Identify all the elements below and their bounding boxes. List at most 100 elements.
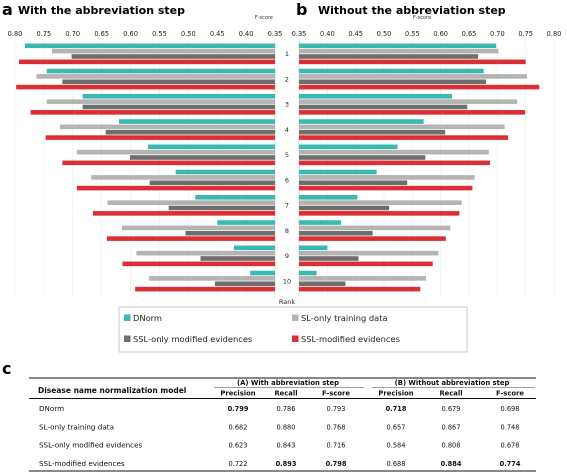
bar xyxy=(19,59,275,65)
bar xyxy=(149,180,275,186)
panel-a-axis-title: F-score xyxy=(255,15,273,21)
table-cell: 0.798 xyxy=(326,460,347,468)
panel-a-label: a xyxy=(2,0,13,19)
panel-b-title: Without the abbreviation step xyxy=(318,4,506,17)
table-column-header: Precision xyxy=(378,390,413,398)
tick-label: 0.35 xyxy=(292,30,307,38)
bar xyxy=(299,286,421,292)
tick-label: 0.50 xyxy=(377,30,392,38)
table-cell: 0.808 xyxy=(442,442,461,450)
bar xyxy=(299,169,377,175)
table-cell: 0.893 xyxy=(276,460,297,468)
bar xyxy=(299,43,497,49)
legend-swatch xyxy=(292,335,299,342)
legend-label: SSL-only modified evidences xyxy=(133,334,252,344)
bar xyxy=(147,144,275,150)
table-cell: 0.718 xyxy=(386,405,407,413)
bar xyxy=(82,104,275,110)
bar xyxy=(136,250,275,256)
table-group-header: (B) Without abbreviation step xyxy=(395,379,510,387)
bar xyxy=(299,74,527,79)
bar xyxy=(299,160,490,166)
table-row-name: SSL-only modified evidences xyxy=(39,441,143,450)
tick-label: 0.80 xyxy=(547,30,562,38)
table-cell: 0.774 xyxy=(500,460,521,468)
bar xyxy=(76,149,275,155)
bar xyxy=(16,84,276,90)
bar xyxy=(299,110,526,115)
bar xyxy=(299,119,424,124)
table-row-header: Disease name normalization model xyxy=(38,386,186,395)
tick-label: 0.40 xyxy=(239,30,254,38)
legend-label: SL-only training data xyxy=(301,313,388,323)
legend-label: DNorm xyxy=(133,313,162,323)
bar xyxy=(200,256,275,261)
panel-b-label: b xyxy=(296,0,307,19)
bar xyxy=(299,48,499,54)
bar xyxy=(119,119,275,124)
tick-label: 0.50 xyxy=(181,30,196,38)
bar xyxy=(299,155,426,160)
rank-labels: 1 2 3 4 5 6 7 8 9 10 xyxy=(283,50,291,285)
table-cell: 0.748 xyxy=(501,424,520,432)
table-cell: 0.698 xyxy=(501,405,520,413)
bar xyxy=(233,245,275,251)
table-cell: 0.682 xyxy=(229,424,248,432)
bar xyxy=(299,205,390,211)
rank-axis-title: Rank xyxy=(279,298,295,306)
bar xyxy=(106,236,275,241)
results-table: Disease name normalization model (A) With… xyxy=(29,377,536,472)
bar xyxy=(299,225,451,231)
tick-label: 0.80 xyxy=(8,30,23,38)
bar xyxy=(175,169,275,175)
table-cell: 0.679 xyxy=(442,405,461,413)
tick-label: 0.70 xyxy=(65,30,80,38)
bar xyxy=(107,200,275,205)
bar xyxy=(299,220,341,225)
panel-a-title: With the abbreviation step xyxy=(18,4,185,17)
legend: DNorm SL-only training data SSL-only modif… xyxy=(124,313,400,344)
rank-label: 2 xyxy=(285,75,289,83)
bar xyxy=(91,175,276,180)
bar xyxy=(36,74,275,79)
bar xyxy=(135,286,275,292)
rank-label: 9 xyxy=(285,252,289,260)
bar xyxy=(62,79,275,85)
bar xyxy=(299,250,439,256)
legend-swatch xyxy=(124,335,131,342)
table-cell: 0.678 xyxy=(501,442,520,450)
tick-label: 0.75 xyxy=(518,30,533,38)
bar xyxy=(299,185,473,191)
bar xyxy=(299,195,358,200)
table-column-header: Recall xyxy=(274,390,297,398)
table-cell: 0.867 xyxy=(442,424,461,432)
tick-label: 0.65 xyxy=(462,30,477,38)
tick-label: 0.75 xyxy=(37,30,52,38)
table-column-header: Precision xyxy=(220,390,255,398)
tick-label: 0.60 xyxy=(433,30,448,38)
bar xyxy=(46,68,276,74)
legend-swatch xyxy=(124,314,131,321)
bar xyxy=(71,54,275,59)
legend-box xyxy=(118,306,468,353)
bar xyxy=(299,99,518,104)
bar xyxy=(299,175,475,180)
bar xyxy=(299,84,540,90)
rank-label: 5 xyxy=(285,151,289,159)
bar xyxy=(51,48,275,54)
table-cell: 0.657 xyxy=(387,424,406,432)
bar xyxy=(46,99,276,104)
bar xyxy=(299,261,433,267)
bar xyxy=(299,245,328,251)
panel-a-bars xyxy=(16,43,276,292)
tick-label: 0.55 xyxy=(152,30,167,38)
bar xyxy=(62,160,275,166)
table-cell: 0.799 xyxy=(228,405,249,413)
bar xyxy=(299,180,408,186)
table-row-name: SSL-modified evidences xyxy=(39,459,125,468)
table-column-header: F-score xyxy=(322,390,350,398)
bar xyxy=(299,135,509,140)
bar xyxy=(214,281,275,287)
tick-label: 0.55 xyxy=(405,30,420,38)
panel-c-label: c xyxy=(2,359,11,378)
